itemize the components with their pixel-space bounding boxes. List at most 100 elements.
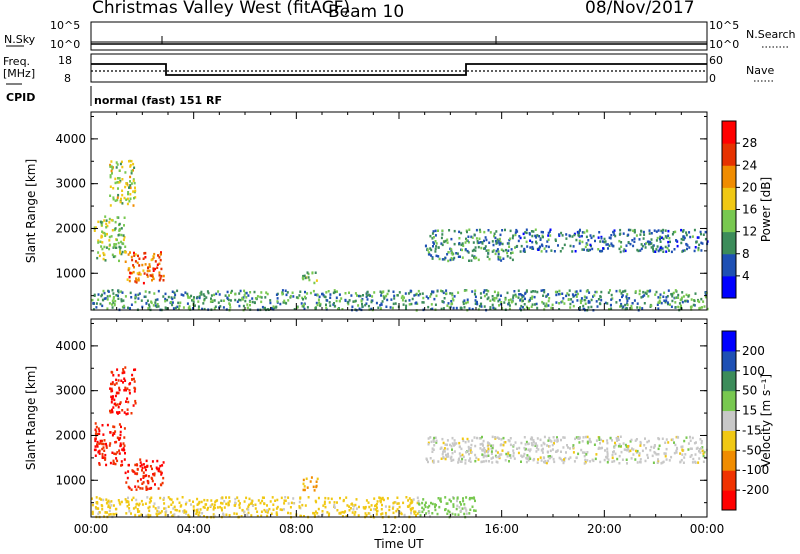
echo-cell	[561, 300, 564, 303]
echo-cell	[503, 441, 506, 444]
echo-cell	[176, 289, 179, 293]
echo-cell	[429, 436, 432, 439]
echo-cell	[689, 455, 692, 458]
colorbar-tick-label: 16	[742, 203, 757, 217]
echo-cell	[115, 457, 118, 460]
echo-cell	[627, 228, 630, 232]
echo-cell	[209, 504, 212, 507]
echo-cell	[695, 241, 698, 244]
echo-cell	[474, 292, 476, 296]
echo-cell	[97, 507, 100, 510]
echo-cell	[474, 499, 476, 503]
echo-cell	[117, 193, 120, 197]
echo-cell	[575, 456, 578, 459]
echo-cell	[488, 442, 491, 446]
echo-cell	[137, 293, 140, 297]
echo-cell	[433, 297, 436, 301]
echo-cell	[302, 274, 305, 278]
echo-cell	[156, 298, 159, 301]
echo-cell	[674, 289, 677, 292]
echo-cell	[530, 441, 533, 445]
echo-cell	[674, 301, 677, 304]
echo-cell	[94, 432, 97, 436]
echo-cell	[490, 450, 493, 453]
echo-cell	[685, 293, 688, 297]
echo-cell	[523, 303, 526, 306]
echo-cell	[427, 251, 430, 254]
echo-cell	[101, 304, 104, 308]
echo-cell	[264, 296, 267, 299]
echo-cell	[257, 499, 260, 502]
echo-cell	[287, 511, 289, 515]
echo-cell	[119, 162, 122, 166]
echo-cell	[529, 239, 532, 242]
echo-cell	[284, 496, 287, 499]
echo-cell	[122, 442, 125, 445]
echo-cell	[256, 510, 259, 513]
echo-cell	[117, 379, 120, 382]
echo-cell	[248, 503, 251, 507]
echo-cell	[485, 459, 488, 463]
echo-cell	[114, 227, 117, 230]
echo-cell	[116, 391, 119, 395]
echo-cell	[674, 230, 677, 234]
echo-cell	[238, 304, 241, 308]
echo-cell	[650, 445, 653, 449]
echo-cell	[666, 247, 669, 250]
echo-cell	[239, 298, 242, 302]
echo-cell	[671, 299, 674, 303]
echo-cell	[248, 497, 251, 501]
echo-cell	[569, 302, 572, 306]
echo-cell	[418, 510, 421, 513]
echo-cell	[683, 456, 686, 459]
echo-cell	[100, 223, 103, 227]
echo-cell	[450, 513, 453, 516]
echo-cell	[134, 260, 137, 263]
echo-cell	[158, 467, 161, 470]
echo-cell	[700, 440, 703, 443]
echo-cell	[681, 448, 684, 451]
echo-cell	[113, 513, 116, 516]
echo-cell	[577, 231, 580, 234]
echo-cell	[339, 496, 341, 500]
echo-cell	[524, 447, 527, 451]
echo-cell	[526, 454, 529, 457]
echo-cell	[153, 472, 156, 475]
echo-cell	[153, 474, 156, 477]
echo-cell	[563, 458, 565, 461]
echo-cell	[154, 267, 157, 271]
echo-cell	[329, 293, 332, 296]
echo-cell	[646, 453, 649, 457]
echo-cell	[505, 248, 507, 252]
echo-cell	[108, 239, 111, 242]
echo-cell	[686, 300, 689, 303]
echo-cell	[135, 463, 138, 466]
echo-cell	[461, 437, 464, 440]
echo-cell	[101, 247, 104, 251]
echo-cell	[572, 245, 575, 248]
echo-cell	[354, 292, 357, 295]
echo-cell	[581, 451, 584, 454]
echo-cell	[100, 498, 103, 501]
echo-cell	[458, 452, 461, 455]
echo-cell	[586, 243, 589, 246]
echo-cell	[281, 289, 284, 292]
echo-cell	[590, 298, 593, 302]
echo-cell	[128, 392, 131, 395]
echo-cell	[130, 159, 133, 163]
echo-cell	[566, 444, 568, 447]
echo-cell	[138, 257, 141, 260]
echo-cell	[461, 242, 464, 245]
echo-cell	[157, 506, 160, 509]
echo-cell	[173, 505, 176, 509]
echo-cell	[272, 305, 275, 308]
echo-cell	[101, 452, 104, 456]
echo-cell	[444, 496, 447, 499]
echo-cell	[514, 441, 517, 444]
echo-cell	[431, 256, 434, 259]
echo-cell	[124, 498, 127, 501]
colorbar-tick-label: 15	[742, 404, 757, 418]
echo-cell	[665, 250, 668, 253]
echo-cell	[507, 301, 510, 305]
echo-cell	[112, 425, 115, 428]
